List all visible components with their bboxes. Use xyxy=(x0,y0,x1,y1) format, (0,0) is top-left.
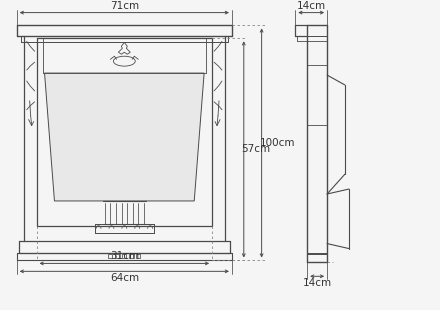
Bar xyxy=(136,255,140,259)
Bar xyxy=(122,255,126,259)
Text: 57cm: 57cm xyxy=(241,144,270,154)
Text: 71cm: 71cm xyxy=(110,1,139,11)
Bar xyxy=(129,255,133,259)
Text: 64cm: 64cm xyxy=(110,273,139,283)
Bar xyxy=(109,255,113,259)
Polygon shape xyxy=(44,73,204,201)
Text: 100cm: 100cm xyxy=(260,138,295,148)
Text: 31cm: 31cm xyxy=(110,251,139,261)
Bar xyxy=(115,255,119,259)
Text: 14cm: 14cm xyxy=(303,278,332,288)
Text: 14cm: 14cm xyxy=(297,1,326,11)
